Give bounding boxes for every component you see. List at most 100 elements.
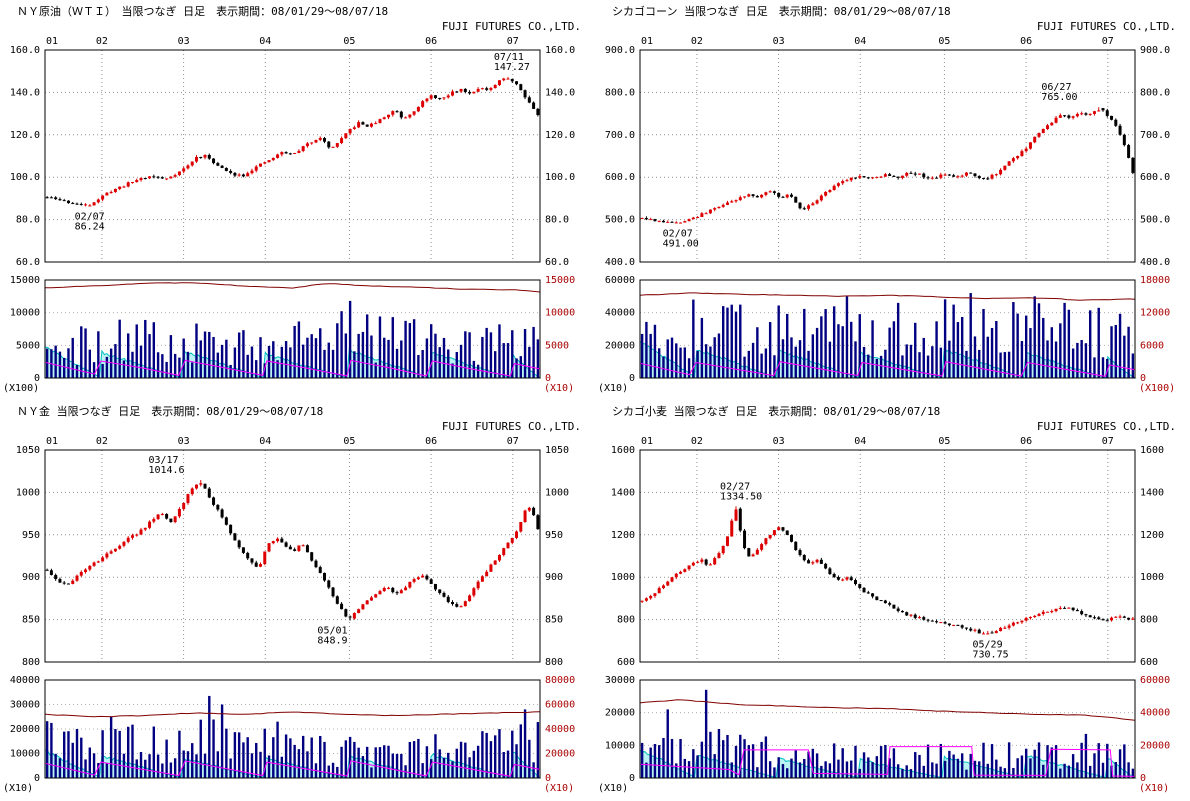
svg-text:0: 0: [545, 773, 551, 784]
svg-text:10000: 10000: [605, 740, 635, 751]
chicago-wheat-chart: 01 02 03 04 05 06 07 1600 1600 1400 1400 1200 1200 10…: [598, 436, 1170, 794]
svg-text:1400: 1400: [1140, 487, 1164, 498]
svg-text:700.0: 700.0: [605, 130, 635, 141]
svg-text:0: 0: [34, 373, 40, 384]
svg-text:160.0: 160.0: [10, 45, 40, 56]
svg-text:60000: 60000: [545, 700, 575, 711]
svg-text:900: 900: [545, 572, 563, 583]
svg-text:(X10): (X10): [544, 783, 574, 794]
svg-text:02: 02: [691, 436, 703, 447]
svg-text:(X10): (X10): [544, 383, 574, 394]
svg-text:1600: 1600: [611, 445, 635, 456]
svg-text:01: 01: [46, 36, 58, 47]
svg-text:03: 03: [773, 436, 785, 447]
company-name: FUJI FUTURES CO.,LTD.: [1036, 420, 1176, 433]
svg-text:02: 02: [96, 36, 108, 47]
svg-text:600: 600: [617, 657, 635, 668]
svg-text:40000: 40000: [1140, 708, 1170, 719]
svg-text:03/17: 03/17: [148, 455, 178, 466]
svg-text:0: 0: [629, 373, 635, 384]
svg-text:800.0: 800.0: [1140, 87, 1170, 98]
svg-text:04: 04: [854, 36, 866, 47]
svg-text:800.0: 800.0: [605, 87, 635, 98]
svg-text:07: 07: [1102, 436, 1114, 447]
svg-text:147.27: 147.27: [494, 62, 530, 73]
svg-text:10000: 10000: [545, 308, 575, 319]
chart-title: シカゴ小麦 当限つなぎ 日足 表示期間：08/01/29～08/07/18: [612, 405, 941, 418]
svg-text:800: 800: [545, 657, 563, 668]
svg-text:40000: 40000: [605, 308, 635, 319]
svg-text:5000: 5000: [545, 340, 569, 351]
svg-text:06: 06: [425, 36, 437, 47]
svg-text:15000: 15000: [10, 275, 40, 286]
svg-text:40000: 40000: [545, 724, 575, 735]
svg-text:06: 06: [1020, 436, 1032, 447]
svg-text:20000: 20000: [1140, 740, 1170, 751]
svg-text:0: 0: [1140, 773, 1146, 784]
svg-text:03: 03: [178, 436, 190, 447]
svg-text:60000: 60000: [1140, 675, 1170, 686]
svg-text:40000: 40000: [10, 675, 40, 686]
svg-text:500.0: 500.0: [1140, 215, 1170, 226]
ny-crude-oil-chart: 01 02 03 04 05 06 07 160.0 160.0 140.0 140.0 120.0 1…: [3, 36, 575, 394]
svg-text:100.0: 100.0: [545, 172, 575, 183]
svg-text:1050: 1050: [16, 445, 40, 456]
svg-text:02: 02: [96, 436, 108, 447]
svg-text:20000: 20000: [10, 724, 40, 735]
svg-text:05/01: 05/01: [317, 626, 347, 637]
svg-text:30000: 30000: [605, 675, 635, 686]
svg-text:1000: 1000: [611, 572, 635, 583]
company-name: FUJI FUTURES CO.,LTD.: [1036, 20, 1176, 33]
svg-text:07: 07: [1102, 36, 1114, 47]
svg-text:950: 950: [22, 530, 40, 541]
svg-text:1050: 1050: [545, 445, 569, 456]
panel-ny-gold: ＮＹ金 当限つなぎ 日足 表示期間：08/01/29～08/07/18 FUJI…: [0, 400, 595, 800]
company-name: FUJI FUTURES CO.,LTD.: [441, 420, 581, 433]
svg-text:03: 03: [773, 36, 785, 47]
svg-text:120.0: 120.0: [10, 130, 40, 141]
svg-text:07: 07: [507, 436, 519, 447]
company-name: FUJI FUTURES CO.,LTD.: [441, 20, 581, 33]
svg-text:491.00: 491.00: [663, 238, 699, 249]
svg-text:06/27: 06/27: [1041, 82, 1071, 93]
svg-text:60.0: 60.0: [545, 257, 569, 268]
svg-text:80.0: 80.0: [16, 215, 40, 226]
panel-chicago-wheat: シカゴ小麦 当限つなぎ 日足 表示期間：08/01/29～08/07/18 FU…: [595, 400, 1190, 800]
svg-text:1200: 1200: [1140, 530, 1164, 541]
svg-text:80000: 80000: [545, 675, 575, 686]
svg-text:1000: 1000: [1140, 572, 1164, 583]
svg-text:04: 04: [854, 436, 866, 447]
chart-title: ＮＹ金 当限つなぎ 日足 表示期間：08/01/29～08/07/18: [17, 405, 324, 418]
svg-text:500.0: 500.0: [605, 215, 635, 226]
svg-text:05/29: 05/29: [973, 639, 1003, 650]
svg-text:5000: 5000: [16, 340, 40, 351]
svg-text:02/07: 02/07: [663, 228, 693, 239]
svg-text:04: 04: [259, 436, 271, 447]
svg-text:765.00: 765.00: [1041, 92, 1077, 103]
svg-text:140.0: 140.0: [10, 87, 40, 98]
svg-text:18000: 18000: [1140, 275, 1170, 286]
svg-text:800: 800: [1140, 615, 1158, 626]
svg-text:950: 950: [545, 530, 563, 541]
svg-text:400.0: 400.0: [605, 257, 635, 268]
svg-text:01: 01: [46, 436, 58, 447]
svg-text:10000: 10000: [10, 308, 40, 319]
svg-text:800: 800: [617, 615, 635, 626]
svg-text:900.0: 900.0: [605, 45, 635, 56]
svg-text:1600: 1600: [1140, 445, 1164, 456]
svg-text:848.9: 848.9: [317, 636, 347, 647]
svg-text:1000: 1000: [545, 487, 569, 498]
svg-text:160.0: 160.0: [545, 45, 575, 56]
svg-text:(X100): (X100): [1139, 383, 1175, 394]
svg-text:900.0: 900.0: [1140, 45, 1170, 56]
svg-text:12000: 12000: [1140, 308, 1170, 319]
svg-text:01: 01: [641, 36, 653, 47]
chicago-corn-chart: 01 02 03 04 05 06 07 900.0 900.0 800.0 800.0 700.0 7…: [598, 36, 1175, 394]
svg-text:700.0: 700.0: [1140, 130, 1170, 141]
svg-text:600: 600: [1140, 657, 1158, 668]
svg-text:0: 0: [34, 773, 40, 784]
svg-text:02/27: 02/27: [720, 481, 750, 492]
svg-text:0: 0: [629, 773, 635, 784]
svg-text:60000: 60000: [605, 275, 635, 286]
